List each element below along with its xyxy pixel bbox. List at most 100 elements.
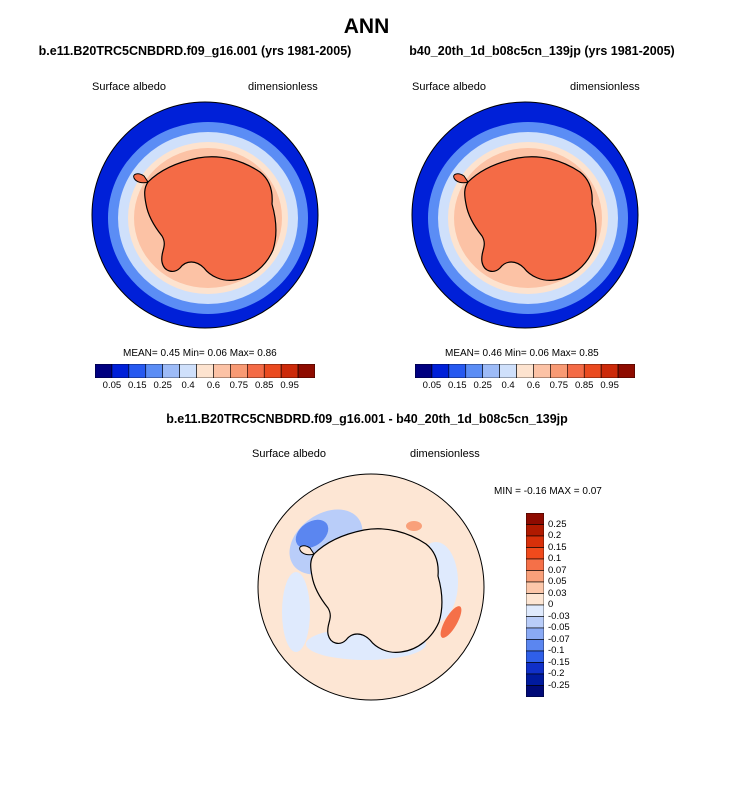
map-outline-right [411,101,639,329]
colorbar-cell-left-7 [213,364,231,378]
diff-patch-7 [406,521,422,531]
diff-patch-6 [440,606,462,638]
colorbar-cell-left-2 [128,364,147,378]
diff-colorbar-cell-7 [526,593,544,606]
colorbar-tick-right-5: 0.75 [549,380,569,391]
colorbar-cell-left-3 [145,364,163,378]
right-max-value: 0.85 [579,348,599,359]
colorbar-cell-right-10 [583,364,602,378]
left-map [91,101,319,329]
right-colorbar-ticks: 0.05 0.15 0.25 0.4 0.6 0.75 0.85 0.95 [415,380,635,394]
right-stats: MEAN= 0.46 Min= 0.06 Max= 0.85 [445,348,599,359]
colorbar-cell-left-4 [162,364,180,378]
right-map [411,101,639,329]
diff-colorbar-cell-12 [526,650,544,663]
colorbar-tick-left-4: 0.6 [206,380,221,391]
main-title: ANN [343,15,390,38]
antarctica-right [464,156,597,281]
colorbar-cell-right-7 [533,364,551,378]
colorbar-cell-right-3 [465,364,483,378]
diff-colorbar-tick-14: -0.25 [548,679,570,691]
colorbar-cell-right-2 [448,364,467,378]
left-mean-value: 0.45 [160,348,180,359]
diff-min-label: MIN = [494,486,521,497]
diff-colorbar-tick-9: -0.05 [548,622,570,633]
diff-colorbar-cell-3 [526,547,544,560]
right-case-title: b40_20th_1d_b08c5cn_139jp (yrs 1981-2005… [409,44,675,58]
diff-patch-2 [295,519,329,549]
diff-colorbar [526,513,544,697]
colorbar-cell-right-0 [415,364,433,378]
colorbar-tick-right-3: 0.4 [501,380,515,391]
diff-colorbar-cell-10 [526,627,544,640]
peninsula-right [453,173,469,184]
colorbar-cell-right-1 [431,364,450,378]
diff-colorbar-tick-3: 0.1 [548,553,562,564]
difference-map [257,473,485,701]
right-mean-label: MEAN= [445,348,480,359]
diff-colorbar-tick-10: -0.07 [548,633,570,645]
left-colorbar-ticks: 0.05 0.15 0.25 0.4 0.6 0.75 0.85 0.95 [95,380,315,394]
colorbar-cell-left-9 [247,364,265,378]
colorbar-cell-right-5 [499,364,517,378]
left-mean-label: MEAN= [123,348,158,359]
diff-colorbar-ticks: 0.25 0.2 0.15 0.1 0.07 0.05 0.03 0 -0.03 -0.05 -0.… [548,513,608,697]
left-min-label: Min= [182,348,205,359]
colorbar-cell-right-9 [567,364,585,378]
colorbar-tick-left-1: 0.15 [128,380,147,391]
left-min-value: 0.06 [207,348,227,359]
colorbar-tick-left-7: 0.95 [280,380,299,391]
colorbar-tick-right-2: 0.25 [473,380,492,391]
colorbar-cell-left-11 [280,364,299,378]
diff-min-value: -0.16 [523,486,547,497]
diff-colorbar-tick-11: -0.1 [548,645,565,656]
colorbar-tick-left-3: 0.4 [181,380,195,391]
colorbar-cell-left-12 [297,364,315,378]
colorbar-cell-right-11 [600,364,619,378]
diff-colorbar-cell-8 [526,604,544,617]
colorbar-tick-left-2: 0.25 [153,380,172,391]
right-min-label: Min= [504,348,527,359]
diff-colorbar-tick-7: 0 [548,599,554,610]
colorbar-cell-right-12 [617,364,635,378]
diff-colorbar-cell-6 [526,581,544,594]
diff-colorbar-tick-1: 0.2 [548,530,562,541]
colorbar-cell-left-5 [179,364,197,378]
diff-colorbar-cell-15 [526,685,544,697]
diff-colorbar-tick-6: 0.03 [548,587,567,599]
right-colorbar [415,364,635,378]
diff-colorbar-cell-0 [526,513,544,525]
diff-peninsula [299,545,315,556]
diff-colorbar-cell-13 [526,662,544,675]
left-max-label: Max= [229,348,255,359]
diff-stats: MIN = -0.16 MAX = 0.07 [494,486,602,497]
colorbar-cell-left-8 [230,364,248,378]
diff-case-title: b.e11.B20TRC5CNBDRD.f09_g16.001 - b40_20… [166,412,568,426]
diff-colorbar-tick-0: 0.25 [548,518,567,530]
colorbar-cell-left-6 [196,364,214,378]
colorbar-cell-right-4 [482,364,500,378]
left-stats: MEAN= 0.45 Min= 0.06 Max= 0.86 [123,348,277,359]
diff-colorbar-cell-1 [526,524,544,537]
diff-variable-label: Surface albedo [252,448,326,460]
diff-colorbar-cell-2 [526,535,544,548]
colorbar-tick-left-6: 0.85 [254,380,274,391]
diff-colorbar-tick-4: 0.07 [548,564,567,576]
colorbar-cell-left-1 [111,364,130,378]
diff-colorbar-tick-12: -0.15 [548,656,570,668]
left-units-label: dimensionless [248,81,318,93]
right-mean-value: 0.46 [482,348,502,359]
colorbar-tick-right-7: 0.95 [600,380,619,391]
colorbar-tick-right-6: 0.85 [574,380,594,391]
left-variable-label: Surface albedo [92,81,166,93]
right-max-label: Max= [551,348,577,359]
diff-colorbar-cell-5 [526,570,544,583]
diff-max-label: MAX = [549,486,580,497]
peninsula-left [133,173,149,184]
diff-map-outline [257,473,485,701]
diff-max-value: 0.07 [582,486,602,497]
diff-colorbar-cell-14 [526,673,544,686]
colorbar-cell-right-6 [516,364,534,378]
diff-colorbar-cell-9 [526,616,544,629]
antarctica-left [144,156,277,281]
